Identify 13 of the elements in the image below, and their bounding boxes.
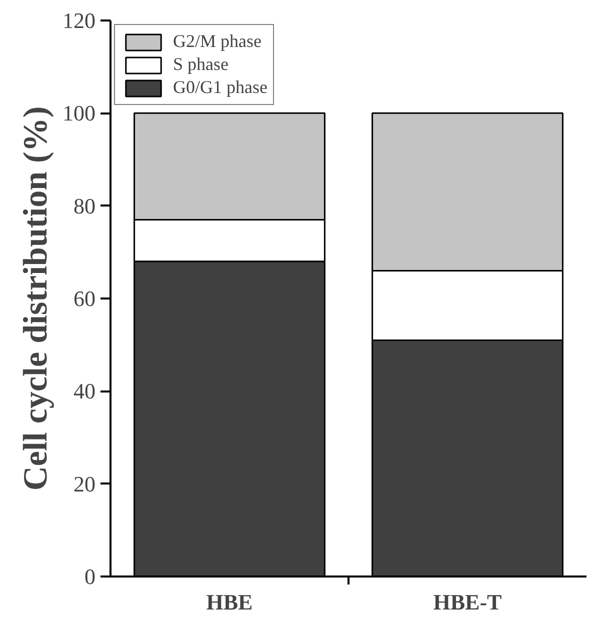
y-tick-label: 60	[74, 286, 96, 311]
y-tick-label: 0	[84, 564, 96, 589]
y-tick-label: 120	[62, 8, 96, 33]
y-axis-title: Cell cycle distribution (%)	[18, 106, 54, 491]
x-tick-label: HBE	[206, 590, 253, 614]
legend-label: G0/G1 phase	[173, 77, 268, 98]
y-tick-label: 80	[74, 193, 96, 218]
y-tick-label: 20	[74, 471, 96, 496]
legend-label: G2/M phase	[173, 31, 262, 52]
y-tick-label: 100	[62, 100, 96, 126]
legend-label: S phase	[173, 54, 228, 75]
y-tick-label: 40	[74, 378, 96, 404]
x-tick-label: HBE-T	[433, 590, 502, 614]
